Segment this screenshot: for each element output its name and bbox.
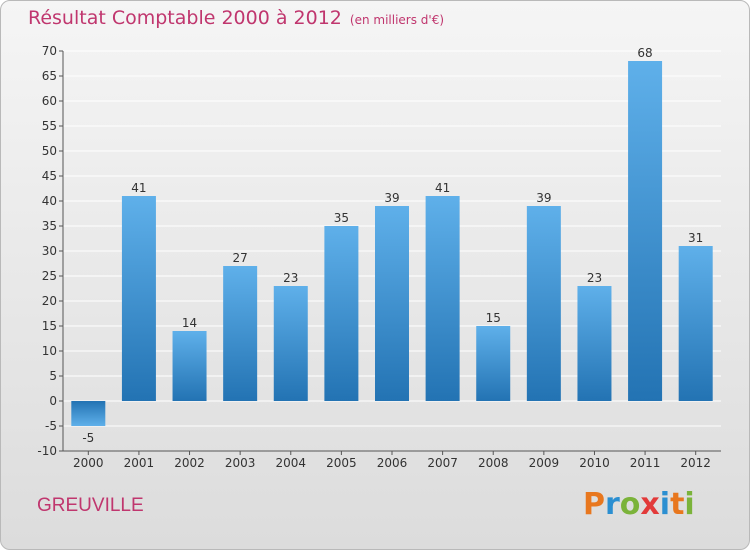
y-tick-label: 35 — [42, 219, 57, 233]
x-tick-label: 2008 — [478, 456, 509, 470]
y-tick-label: 50 — [42, 144, 57, 158]
y-tick-label: 65 — [42, 69, 57, 83]
data-label: 41 — [435, 181, 450, 195]
data-label: 23 — [283, 271, 298, 285]
logo-letter: r — [605, 487, 620, 522]
bar — [678, 246, 713, 401]
y-tick-label: 25 — [42, 269, 57, 283]
y-tick-label: 40 — [42, 194, 57, 208]
x-tick-label: 2004 — [275, 456, 306, 470]
logo-letter: x — [640, 487, 660, 522]
logo-letter: i — [659, 487, 671, 522]
bar — [324, 226, 359, 401]
data-label: 27 — [233, 251, 248, 265]
y-tick-label: 5 — [49, 369, 57, 383]
bar — [172, 331, 207, 401]
bar — [223, 266, 258, 401]
bar — [121, 196, 156, 401]
x-tick-label: 2001 — [124, 456, 155, 470]
data-label: 68 — [637, 46, 652, 60]
x-tick-label: 2006 — [377, 456, 408, 470]
y-tick-label: 10 — [42, 344, 57, 358]
x-tick-label: 2003 — [225, 456, 256, 470]
bar — [425, 196, 460, 401]
logo-letter: o — [619, 487, 641, 522]
city-name: GREUVILLE — [37, 495, 144, 516]
bar — [526, 206, 561, 401]
y-tick-label: 70 — [42, 44, 57, 58]
bar — [375, 206, 409, 401]
x-tick-label: 2010 — [579, 456, 610, 470]
data-label: 39 — [536, 191, 551, 205]
bar — [628, 61, 663, 401]
y-tick-label: 60 — [42, 94, 57, 108]
chart-subtitle: (en milliers d'€) — [349, 13, 445, 27]
chart-title: Résultat Comptable 2000 à 2012 (en millie… — [28, 7, 444, 29]
y-tick-label: 0 — [49, 394, 57, 408]
data-label: -5 — [82, 431, 94, 445]
logo-letter: t — [670, 487, 685, 522]
x-tick-label: 2000 — [73, 456, 104, 470]
y-tick-label: 15 — [42, 319, 57, 333]
logo-letter: i — [684, 487, 695, 522]
y-tick-label: 20 — [42, 294, 57, 308]
x-tick-label: 2002 — [174, 456, 205, 470]
data-label: 41 — [131, 181, 146, 195]
data-label: 23 — [587, 271, 602, 285]
data-label: 14 — [182, 316, 197, 330]
x-tick-label: 2012 — [680, 456, 711, 470]
data-label: 15 — [486, 311, 501, 325]
x-tick-label: 2005 — [326, 456, 357, 470]
data-label: 35 — [334, 211, 349, 225]
x-tick-label: 2011 — [630, 456, 661, 470]
y-tick-label: 55 — [42, 119, 57, 133]
y-tick-label: -5 — [45, 419, 57, 433]
y-tick-label: 30 — [42, 244, 57, 258]
x-tick-label: 2009 — [529, 456, 560, 470]
data-label: 39 — [384, 191, 399, 205]
bar — [71, 401, 106, 426]
y-tick-label: 45 — [42, 169, 57, 183]
bar — [577, 286, 612, 401]
bar — [476, 326, 511, 401]
proxiti-logo: Proxiti — [583, 487, 695, 522]
chart-title-text: Résultat Comptable 2000 à 2012 — [28, 7, 342, 29]
logo-letter: P — [583, 487, 605, 522]
bar — [273, 286, 308, 401]
x-tick-label: 2007 — [427, 456, 458, 470]
y-tick-label: -10 — [37, 444, 57, 458]
data-label: 31 — [688, 231, 703, 245]
